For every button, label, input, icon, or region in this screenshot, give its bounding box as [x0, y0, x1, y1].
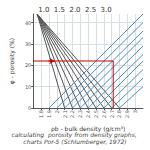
svg-text:10: 10: [25, 84, 31, 90]
svg-text:calculating porosity from dens: calculating porosity from density graphs…: [11, 131, 139, 138]
svg-text:0: 0: [28, 105, 31, 111]
svg-text:30: 30: [25, 41, 31, 47]
svg-text:2.5: 2.5: [93, 110, 99, 118]
svg-text:40: 40: [25, 20, 31, 26]
svg-text:1.9: 1.9: [46, 110, 52, 118]
svg-text:2.6: 2.6: [101, 110, 107, 118]
svg-text:2: 2: [54, 110, 60, 113]
svg-text:ρb - bulk density (g/cm³): ρb - bulk density (g/cm³): [51, 125, 126, 133]
svg-text:2.8: 2.8: [116, 110, 122, 118]
svg-text:2.2: 2.2: [69, 110, 75, 118]
svg-text:2.4: 2.4: [85, 110, 91, 118]
svg-text:20: 20: [25, 62, 31, 68]
svg-text:2.9: 2.9: [124, 110, 130, 118]
svg-text:φ - porosity (%): φ - porosity (%): [8, 38, 16, 84]
svg-text:3: 3: [132, 110, 138, 113]
svg-text:2.3: 2.3: [77, 110, 83, 118]
svg-text:2.7: 2.7: [109, 110, 115, 118]
svg-text:charts Por-5 (Schlumberger, 19: charts Por-5 (Schlumberger, 1972): [23, 138, 126, 146]
svg-text:2.1: 2.1: [62, 110, 68, 118]
svg-text:1.0 1.5 2.0 2.5 3.0: 1.0 1.5 2.0 2.5 3.0: [38, 6, 111, 14]
svg-text:1.8: 1.8: [38, 110, 44, 118]
